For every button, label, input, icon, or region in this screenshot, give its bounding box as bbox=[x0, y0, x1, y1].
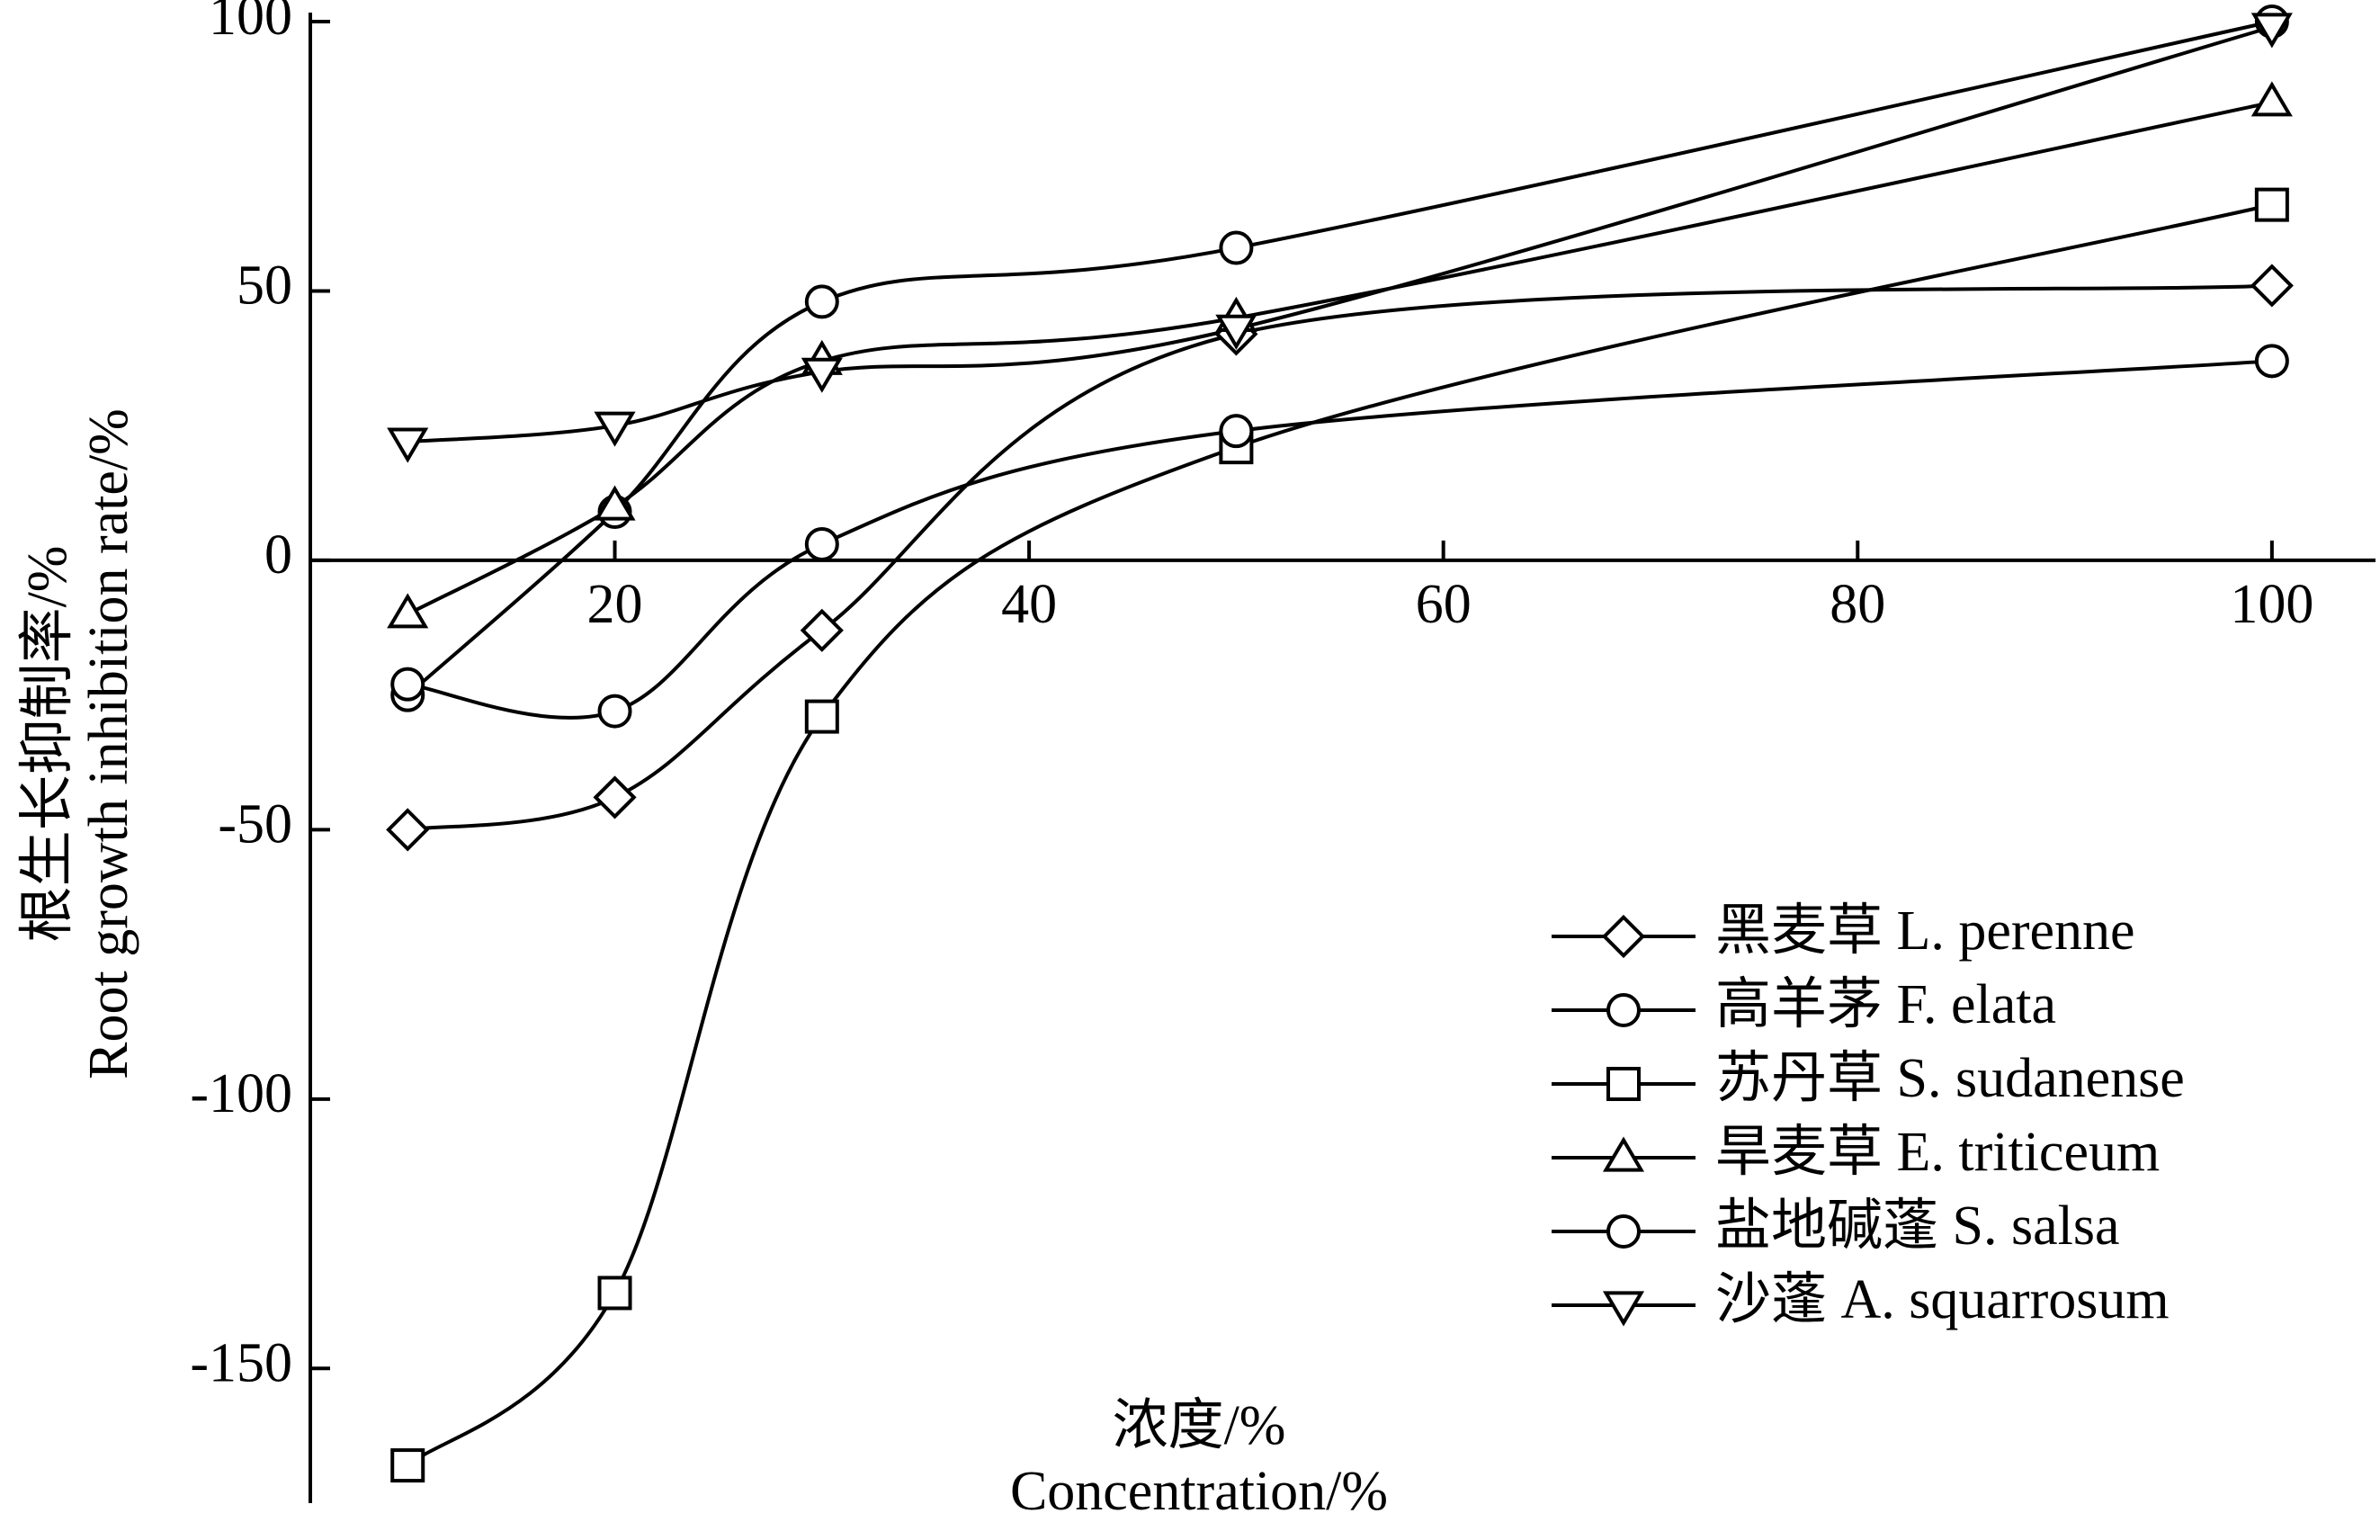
marker bbox=[597, 694, 632, 729]
marker bbox=[387, 427, 429, 463]
y-tick-label: 50 bbox=[237, 255, 292, 317]
marker bbox=[2254, 344, 2289, 379]
legend-label: 苏丹草 S. sudanense bbox=[1715, 1048, 2185, 1109]
x-tick-label: 20 bbox=[587, 574, 643, 635]
marker bbox=[2250, 13, 2293, 49]
marker bbox=[390, 667, 425, 702]
series-line bbox=[407, 100, 2273, 616]
legend-marker bbox=[1602, 1291, 1645, 1327]
y-axis-label: 根生长抑制率/% bbox=[17, 546, 78, 943]
marker bbox=[594, 411, 636, 447]
y-tick-label: -150 bbox=[190, 1333, 292, 1394]
legend-label: 黑麦草 L. perenne bbox=[1715, 900, 2135, 962]
marker bbox=[387, 593, 429, 629]
legend-marker bbox=[1606, 993, 1641, 1027]
marker bbox=[2254, 187, 2289, 222]
marker bbox=[804, 699, 839, 734]
y-axis-label: Root growth inhibition rate/% bbox=[78, 408, 139, 1079]
y-tick-label: 0 bbox=[264, 524, 292, 586]
x-axis-label: Concentration/% bbox=[1010, 1461, 1388, 1522]
legend-marker bbox=[1601, 914, 1646, 959]
x-tick-label: 100 bbox=[2230, 574, 2313, 635]
legend-label: 高羊茅 F. elata bbox=[1715, 974, 2056, 1035]
x-tick-label: 80 bbox=[1830, 574, 1885, 635]
marker bbox=[800, 608, 844, 652]
marker bbox=[594, 485, 636, 521]
marker bbox=[804, 526, 839, 561]
marker bbox=[801, 357, 843, 393]
legend-label: 沙蓬 A. squarrosum bbox=[1715, 1269, 2170, 1330]
marker bbox=[386, 808, 430, 852]
marker bbox=[597, 1276, 632, 1311]
series-line bbox=[406, 202, 2273, 1467]
marker bbox=[1219, 414, 1254, 449]
marker bbox=[1215, 314, 1257, 350]
marker bbox=[804, 284, 839, 319]
y-tick-label: -50 bbox=[218, 794, 292, 855]
legend-marker bbox=[1602, 1136, 1645, 1172]
legend-marker bbox=[1606, 1067, 1641, 1101]
x-tick-label: 40 bbox=[1001, 574, 1057, 635]
marker bbox=[593, 775, 637, 819]
marker bbox=[1219, 230, 1254, 265]
x-tick-label: 60 bbox=[1416, 574, 1472, 635]
series-line bbox=[407, 25, 2273, 444]
y-tick-label: 100 bbox=[209, 0, 292, 47]
marker bbox=[390, 1448, 425, 1483]
marker bbox=[2250, 81, 2293, 117]
legend-label: 旱麦草 E. triticeum bbox=[1715, 1122, 2160, 1183]
marker bbox=[2250, 264, 2294, 308]
series-line bbox=[407, 283, 2272, 832]
legend-label: 盐地碱蓬 S. salsa bbox=[1715, 1195, 2120, 1257]
x-axis-label: 浓度/% bbox=[1113, 1395, 1286, 1456]
y-tick-label: -100 bbox=[190, 1063, 292, 1124]
legend-marker bbox=[1606, 1214, 1641, 1249]
series-line bbox=[406, 20, 2273, 697]
